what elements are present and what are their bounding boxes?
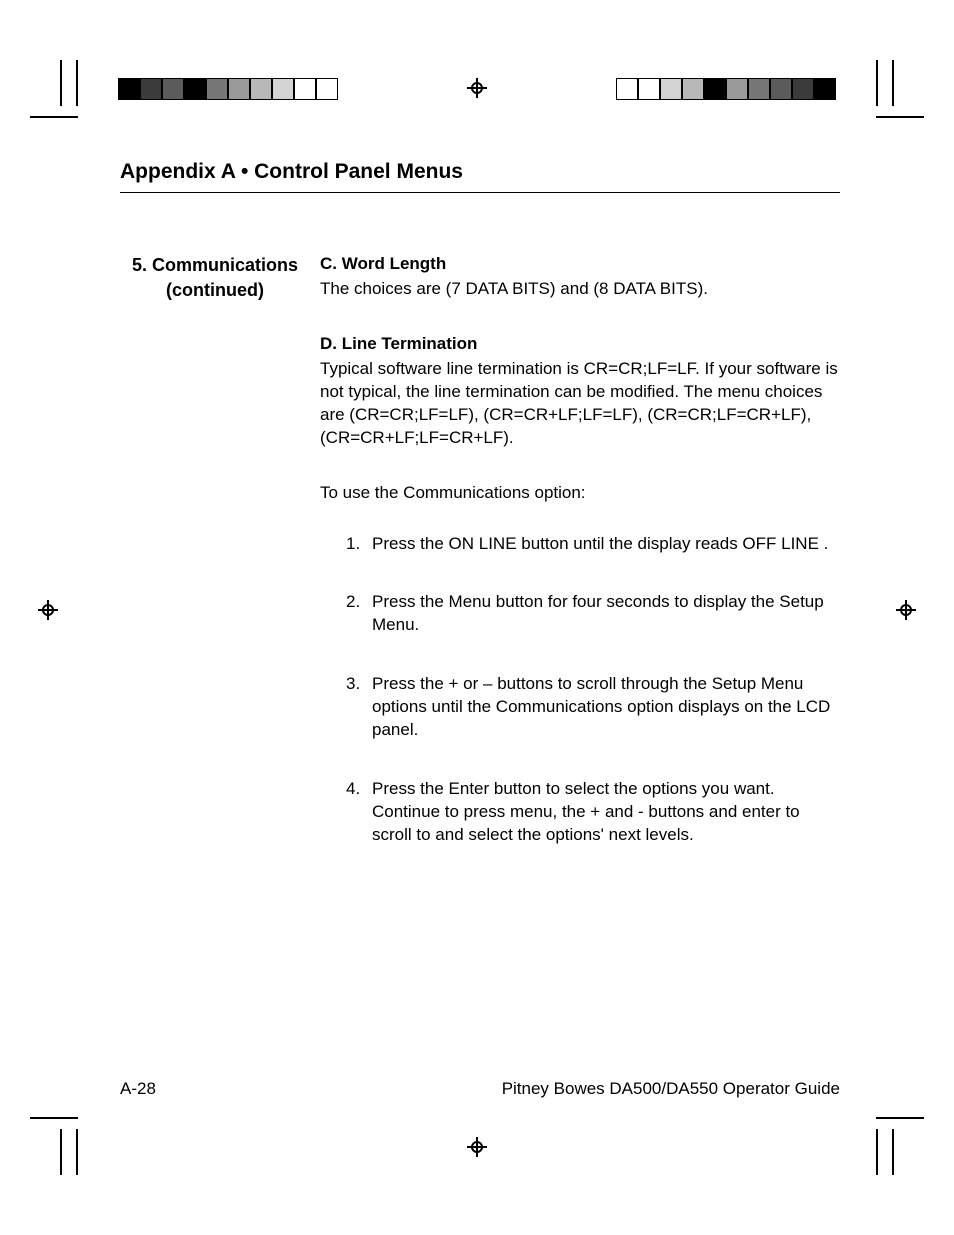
registration-target-icon — [467, 1137, 487, 1157]
step-number: 3. — [346, 673, 360, 696]
section-heading: D. Line Termination — [320, 333, 840, 356]
list-item: 2. Press the Menu button for four seconds… — [346, 591, 840, 637]
list-item: 4. Press the Enter button to select the o… — [346, 778, 840, 847]
color-registration-bar — [616, 78, 836, 100]
crop-mark — [892, 60, 894, 106]
section-body: Typical software line termination is CR=… — [320, 358, 840, 450]
list-item: 1. Press the ON LINE button until the dis… — [346, 533, 840, 556]
crop-mark — [60, 60, 62, 106]
document-title: Pitney Bowes DA500/DA550 Operator Guide — [502, 1079, 840, 1099]
steps-intro: To use the Communications option: — [320, 482, 840, 505]
step-text: Press the ON LINE button until the displ… — [372, 534, 828, 553]
crop-mark — [76, 1129, 78, 1175]
crop-mark — [876, 60, 878, 106]
crop-mark — [60, 1129, 62, 1175]
section-sidebar: 5. Communications (continued) — [120, 253, 320, 303]
section-body: The choices are (7 DATA BITS) and (8 DAT… — [320, 278, 840, 301]
crop-mark — [876, 1117, 924, 1119]
sidebar-title: 5. Communications (continued) — [120, 253, 310, 303]
step-text: Press the + or – buttons to scroll throu… — [372, 674, 830, 739]
registration-target-icon — [896, 600, 916, 620]
step-text: Press the Menu button for four seconds t… — [372, 592, 824, 634]
step-number: 4. — [346, 778, 360, 801]
crop-mark — [876, 116, 924, 118]
step-number: 2. — [346, 591, 360, 614]
content-row: 5. Communications (continued) C. Word Le… — [120, 253, 840, 883]
step-number: 1. — [346, 533, 360, 556]
page-content: Appendix A • Control Panel Menus 5. Comm… — [120, 160, 840, 883]
crop-mark — [76, 60, 78, 106]
page-footer: A-28 Pitney Bowes DA500/DA550 Operator G… — [120, 1079, 840, 1099]
page-header-title: Appendix A • Control Panel Menus — [120, 160, 840, 193]
step-text: Press the Enter button to select the opt… — [372, 779, 800, 844]
page-number: A-28 — [120, 1079, 156, 1099]
color-registration-bar — [118, 78, 338, 100]
sidebar-title-line1: 5. Communications — [132, 255, 298, 275]
section-heading: C. Word Length — [320, 253, 840, 276]
main-content: C. Word Length The choices are (7 DATA B… — [320, 253, 840, 883]
crop-mark — [30, 116, 78, 118]
registration-target-icon — [38, 600, 58, 620]
crop-mark — [876, 1129, 878, 1175]
list-item: 3. Press the + or – buttons to scroll thr… — [346, 673, 840, 742]
registration-target-icon — [467, 78, 487, 98]
sidebar-title-line2: (continued) — [166, 280, 264, 300]
steps-list: 1. Press the ON LINE button until the dis… — [320, 533, 840, 847]
crop-mark — [892, 1129, 894, 1175]
crop-mark — [30, 1117, 78, 1119]
